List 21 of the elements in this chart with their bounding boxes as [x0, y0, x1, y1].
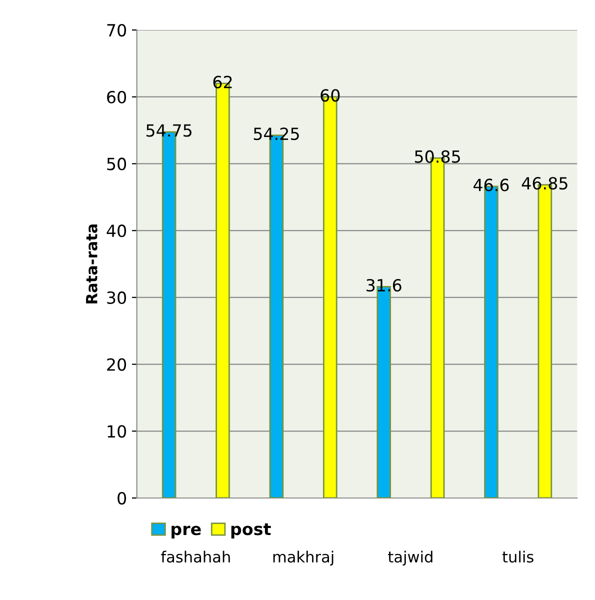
- data-label: 54.75: [146, 124, 192, 137]
- y-tick-label: 70: [107, 24, 126, 37]
- y-tick-label: 40: [106, 224, 126, 238]
- y-tick-label: 60: [107, 90, 126, 104]
- x-tick-label: fashahah: [161, 550, 230, 563]
- legend-label: pre: [172, 526, 201, 538]
- y-tick-label: 20: [107, 358, 126, 371]
- data-label: 31.6: [366, 278, 402, 292]
- y-tick-label: 30: [107, 291, 126, 304]
- data-label: 50.85: [414, 150, 460, 163]
- data-label: 54.25: [254, 128, 299, 140]
- data-label: 46.6: [474, 178, 509, 192]
- x-tick-label: makhraj: [273, 550, 334, 566]
- y-axis-title: Rata-rata: [86, 224, 98, 304]
- legend-label: post: [231, 523, 271, 538]
- y-tick-label: 50: [107, 158, 126, 170]
- y-tick-label: 10: [108, 425, 126, 438]
- x-tick-label: tajwid: [388, 550, 432, 566]
- data-label: 46.85: [522, 177, 568, 190]
- y-tick-label: 0: [118, 492, 126, 505]
- x-tick-label: tulis: [502, 550, 534, 563]
